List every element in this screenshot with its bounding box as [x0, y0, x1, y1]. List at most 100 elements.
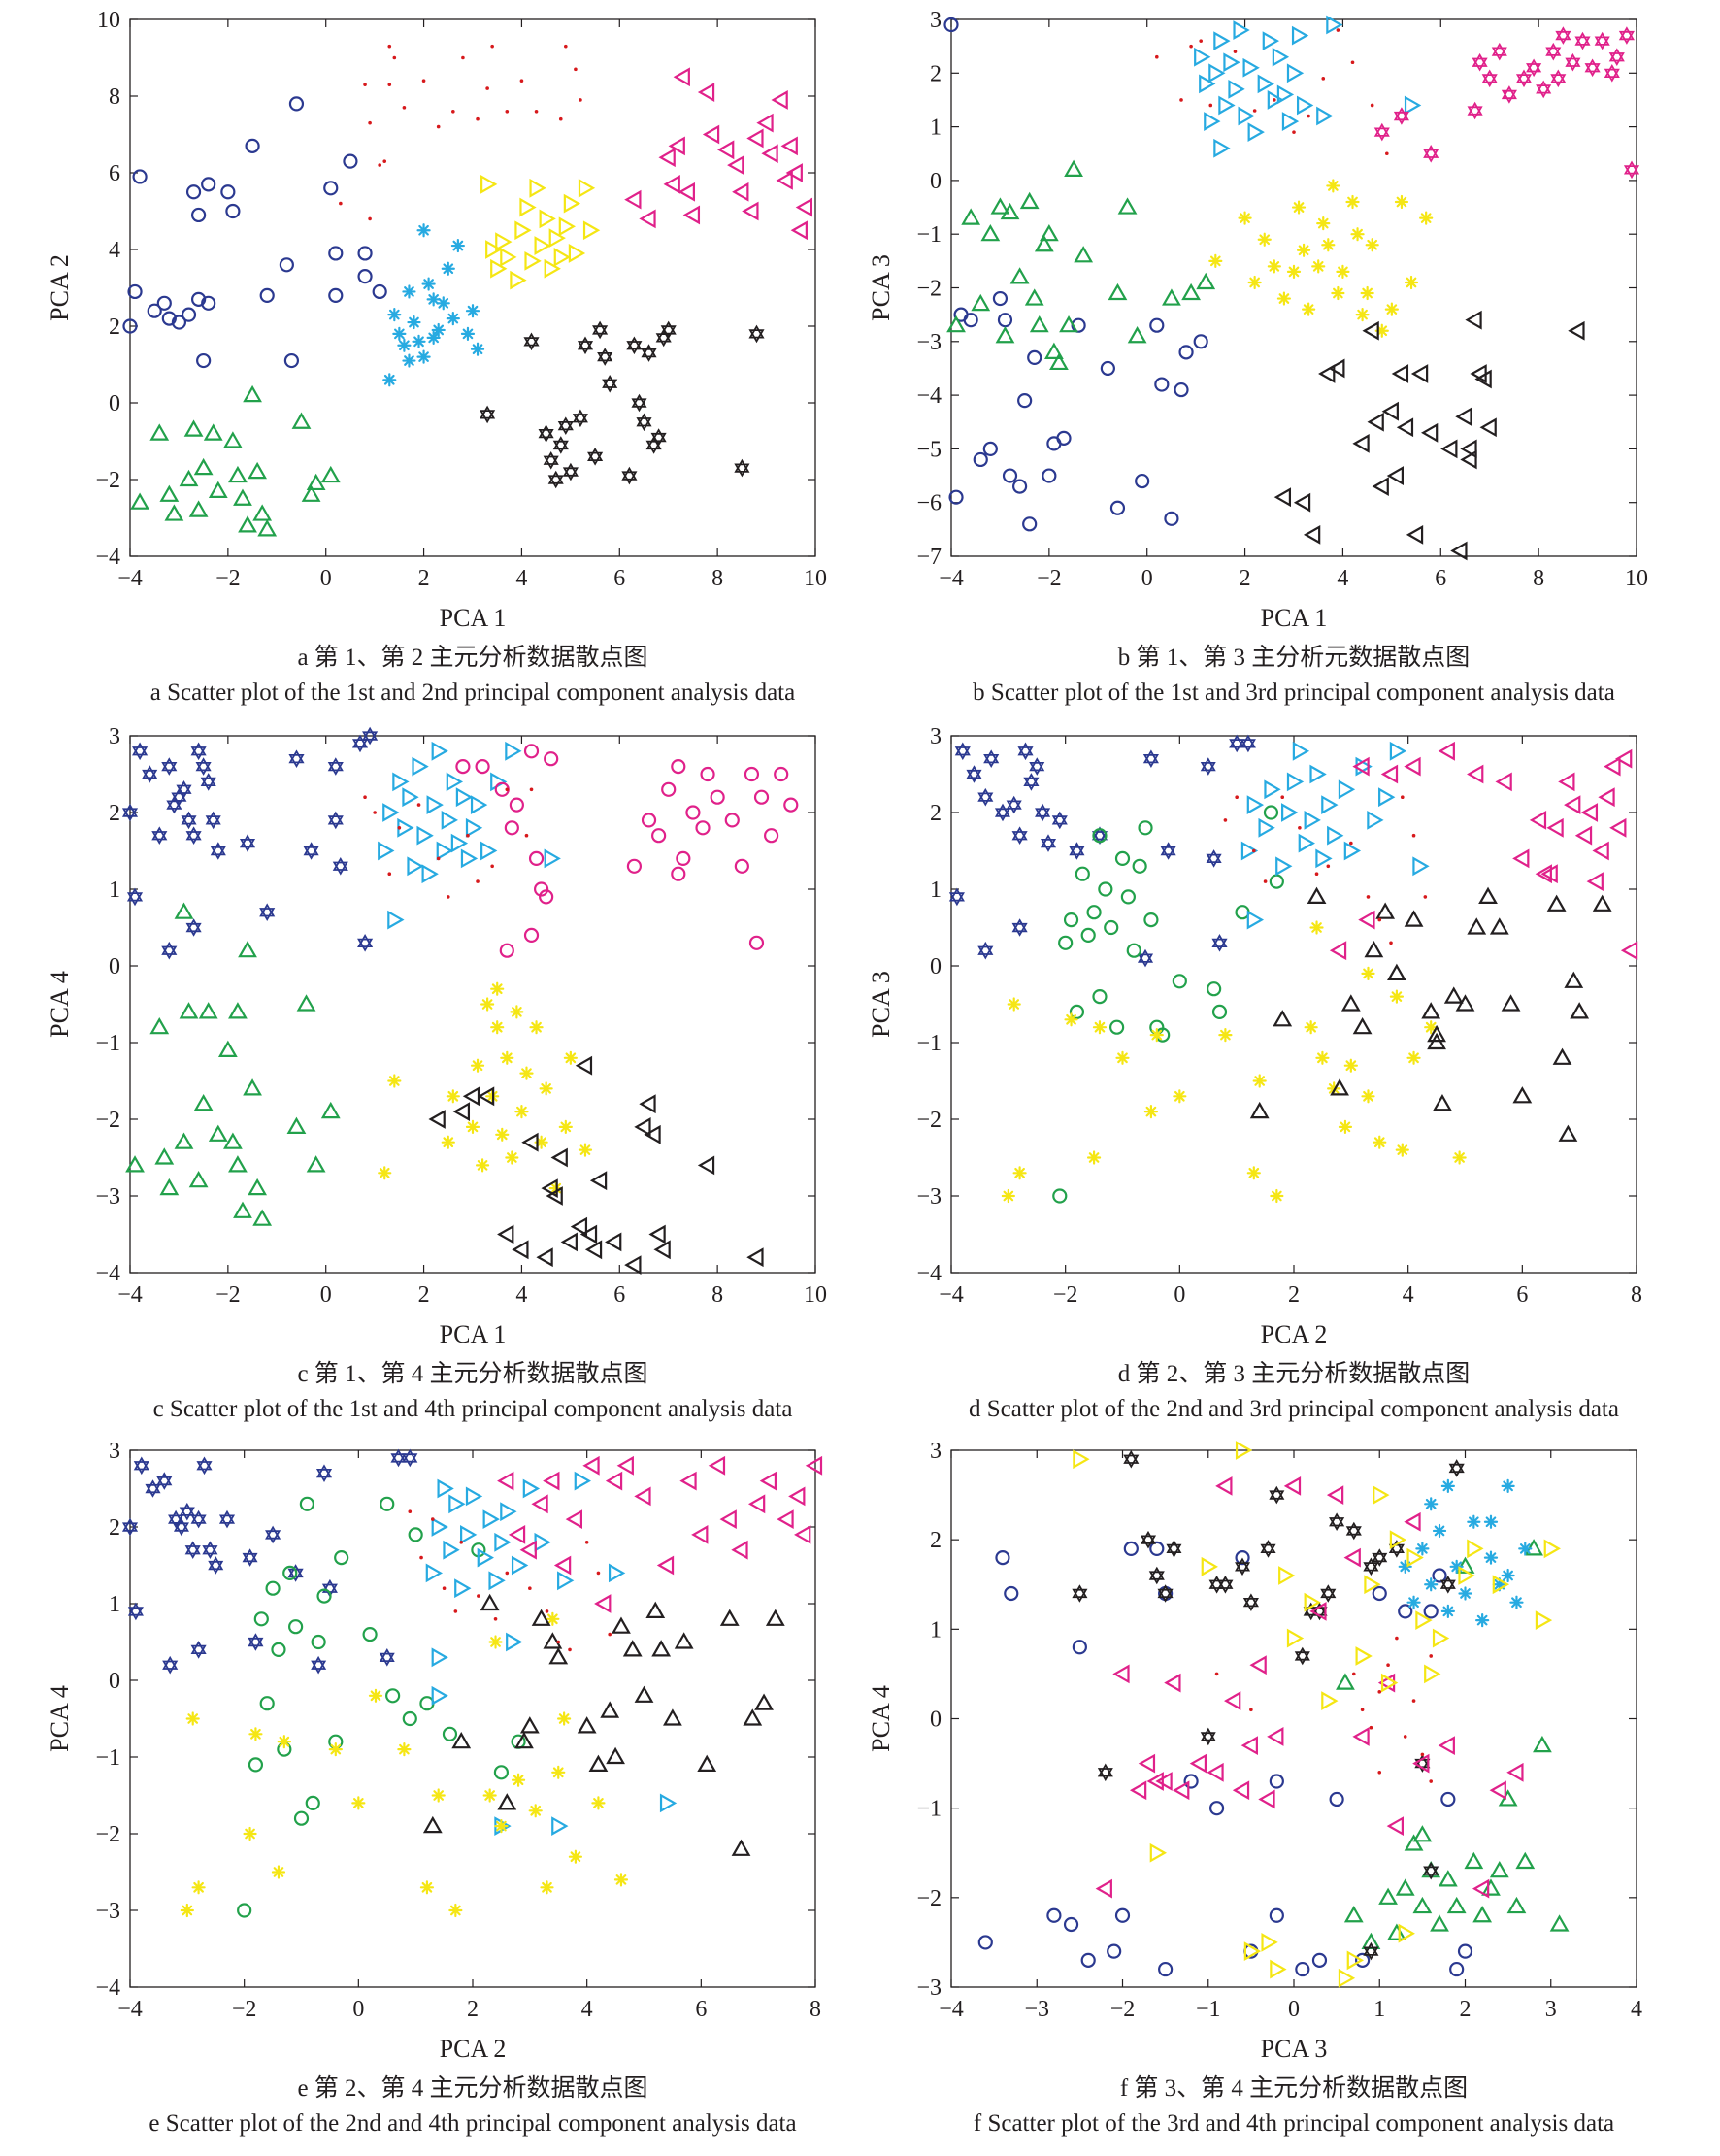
- data-point: [286, 1116, 307, 1135]
- plot-frame: [129, 735, 816, 1274]
- data-point: [1345, 194, 1360, 210]
- data-point: [181, 307, 197, 322]
- data-point: [301, 484, 321, 502]
- data-point: [490, 258, 508, 279]
- data-point: [130, 492, 149, 510]
- data-point: [1281, 803, 1299, 822]
- data-point: [1240, 1736, 1258, 1756]
- data-point: [1149, 317, 1165, 333]
- data-point: [228, 465, 248, 483]
- data-point: [578, 1143, 593, 1157]
- data-point: [497, 1471, 514, 1491]
- data-point: [1272, 47, 1290, 67]
- data-point: [1069, 1004, 1085, 1020]
- data-point: [208, 481, 228, 498]
- data-point: [1366, 895, 1371, 899]
- data-point: [1189, 44, 1193, 49]
- data-point: [1270, 1188, 1284, 1204]
- data-point: [602, 375, 618, 393]
- data-point: [1304, 811, 1321, 830]
- data-point: [1412, 1825, 1433, 1842]
- data-point: [756, 113, 774, 133]
- data-point: [459, 1541, 464, 1544]
- data-point: [397, 1741, 412, 1757]
- data-point: [480, 174, 498, 194]
- data-point: [1291, 200, 1307, 215]
- x-tick-label: 4: [515, 566, 527, 591]
- data-point: [436, 856, 441, 861]
- data-point: [636, 413, 652, 432]
- data-point: [253, 1611, 269, 1627]
- data-point: [380, 1496, 395, 1511]
- data-point: [480, 1593, 500, 1611]
- data-point: [783, 797, 799, 813]
- x-tick-label: −4: [939, 1997, 964, 2022]
- data-point: [1194, 47, 1211, 67]
- data-point: [1143, 1104, 1159, 1119]
- y-tick-label: −2: [916, 1886, 942, 1911]
- data-point: [1546, 817, 1564, 838]
- data-point: [777, 1509, 794, 1529]
- data-point: [634, 1486, 651, 1507]
- data-point: [151, 826, 168, 845]
- data-point: [592, 320, 609, 340]
- data-point: [747, 1494, 766, 1514]
- data-point: [1369, 1725, 1373, 1730]
- data-point: [1073, 1449, 1090, 1470]
- data-point: [1011, 479, 1028, 494]
- data-point: [327, 757, 344, 776]
- data-point: [1449, 1559, 1464, 1574]
- data-point: [379, 1647, 395, 1667]
- data-point: [1620, 941, 1638, 961]
- data-point: [1472, 1878, 1490, 1899]
- data-point: [1263, 879, 1268, 883]
- data-point: [529, 178, 546, 198]
- y-tick-label: −4: [95, 1975, 120, 2001]
- data-point: [431, 322, 446, 338]
- data-point: [1598, 787, 1615, 808]
- data-point: [1120, 889, 1136, 905]
- data-point: [465, 304, 480, 318]
- data-point: [154, 1147, 175, 1165]
- data-point: [1273, 98, 1276, 102]
- data-point: [1166, 1540, 1182, 1558]
- data-point: [514, 1104, 529, 1119]
- data-point: [1091, 826, 1108, 845]
- data-point: [1361, 1089, 1375, 1104]
- data-point: [193, 457, 214, 476]
- data-point: [1512, 1086, 1533, 1104]
- y-tick-label: 3: [109, 724, 120, 749]
- data-point: [446, 1089, 460, 1104]
- data-point: [1092, 1020, 1108, 1035]
- data-point: [1350, 60, 1355, 65]
- data-point: [477, 1594, 480, 1598]
- data-point: [1396, 417, 1414, 438]
- data-point: [564, 44, 568, 49]
- data-point: [1269, 1907, 1284, 1923]
- data-point: [534, 110, 539, 114]
- x-tick-label: 8: [711, 1282, 723, 1308]
- data-point: [1375, 902, 1396, 919]
- data-point: [1029, 315, 1049, 333]
- data-point: [190, 1509, 207, 1529]
- data-point: [1097, 1763, 1113, 1782]
- data-point: [488, 1571, 506, 1591]
- x-tick-label: 0: [1174, 1282, 1185, 1308]
- data-point: [122, 318, 138, 334]
- data-point: [288, 749, 305, 769]
- y-tick-label: 0: [109, 954, 120, 979]
- data-point: [1269, 874, 1284, 889]
- series-magenta-circle: [455, 744, 799, 958]
- data-point: [392, 55, 397, 60]
- data-point: [248, 1633, 264, 1651]
- data-point: [1080, 1952, 1096, 1968]
- series-cyan-asterisk: [382, 223, 485, 387]
- data-point: [480, 405, 496, 424]
- data-point: [490, 772, 508, 792]
- data-point: [1395, 1878, 1415, 1896]
- data-point: [183, 419, 204, 437]
- data-point: [485, 240, 503, 259]
- data-point: [454, 1578, 472, 1599]
- data-points: [977, 1441, 1570, 1988]
